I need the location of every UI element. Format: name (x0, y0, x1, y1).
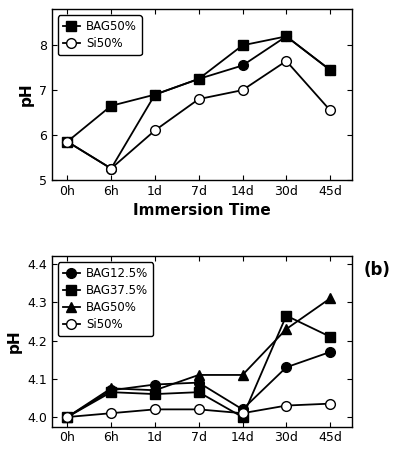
Y-axis label: pH: pH (7, 329, 22, 353)
BAG50% (328, 67, 332, 73)
Line: BAG50%: BAG50% (62, 293, 335, 422)
BAG50% (65, 414, 70, 420)
BAG12.5% (109, 166, 114, 172)
BAG37.5% (152, 391, 157, 397)
Si50% (240, 87, 245, 93)
BAG12.5% (65, 414, 70, 420)
Si50% (65, 139, 70, 145)
BAG50% (65, 139, 70, 145)
BAG12.5% (196, 76, 201, 82)
BAG50% (196, 76, 201, 82)
Si50% (152, 407, 157, 412)
Line: Si50%: Si50% (62, 399, 335, 422)
BAG37.5% (328, 334, 332, 339)
BAG12.5% (65, 139, 70, 145)
Si50% (109, 410, 114, 416)
BAG37.5% (284, 313, 289, 319)
Si50% (284, 403, 289, 409)
BAG37.5% (65, 414, 70, 420)
BAG50% (284, 34, 289, 39)
BAG50% (109, 103, 114, 109)
BAG12.5% (152, 92, 157, 98)
BAG50% (284, 326, 289, 332)
BAG12.5% (328, 349, 332, 355)
BAG50% (240, 372, 245, 378)
X-axis label: Immersion Time: Immersion Time (133, 203, 271, 218)
Si50% (328, 401, 332, 407)
BAG12.5% (240, 407, 245, 412)
Text: (b): (b) (364, 262, 391, 280)
BAG12.5% (240, 63, 245, 68)
BAG50% (328, 296, 332, 301)
Si50% (196, 407, 201, 412)
BAG50% (152, 92, 157, 98)
BAG12.5% (328, 67, 332, 73)
BAG50% (196, 372, 201, 378)
Y-axis label: pH: pH (18, 83, 34, 107)
Si50% (284, 58, 289, 64)
Line: BAG12.5%: BAG12.5% (62, 31, 335, 173)
Line: BAG50%: BAG50% (62, 31, 335, 146)
BAG50% (240, 43, 245, 48)
Si50% (109, 166, 114, 172)
Si50% (196, 96, 201, 102)
BAG12.5% (284, 365, 289, 370)
Si50% (152, 128, 157, 133)
Legend: BAG50%, Si50%: BAG50%, Si50% (58, 15, 142, 55)
Si50% (328, 108, 332, 113)
Line: BAG37.5%: BAG37.5% (62, 311, 335, 422)
Legend: BAG12.5%, BAG37.5%, BAG50%, Si50%: BAG12.5%, BAG37.5%, BAG50%, Si50% (58, 262, 153, 336)
BAG12.5% (196, 380, 201, 385)
BAG37.5% (240, 414, 245, 420)
BAG50% (152, 387, 157, 393)
Line: Si50%: Si50% (62, 56, 335, 173)
Si50% (65, 414, 70, 420)
BAG12.5% (152, 382, 157, 387)
BAG12.5% (284, 34, 289, 39)
BAG12.5% (109, 387, 114, 393)
Si50% (240, 410, 245, 416)
BAG37.5% (196, 389, 201, 395)
Line: BAG12.5%: BAG12.5% (62, 347, 335, 422)
BAG37.5% (109, 389, 114, 395)
BAG50% (109, 385, 114, 391)
